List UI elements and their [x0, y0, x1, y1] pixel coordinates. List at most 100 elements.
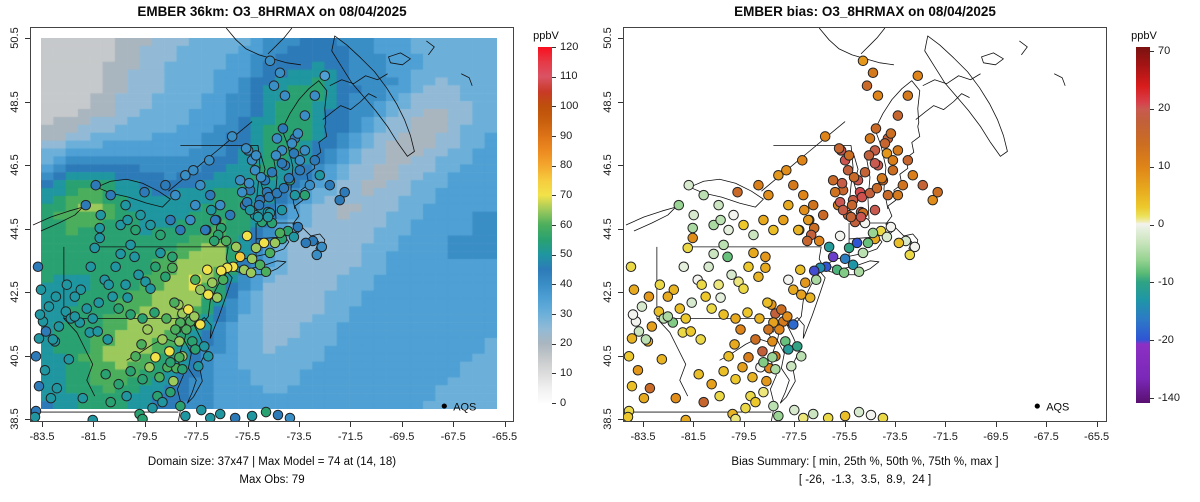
station-dot	[270, 150, 282, 161]
x-axis-tick	[1046, 422, 1048, 427]
station-dot	[205, 204, 217, 216]
station-dot	[165, 214, 176, 226]
station-dot	[87, 414, 99, 421]
station-dot	[47, 334, 59, 345]
station-dot	[904, 249, 916, 261]
y-axis-tick	[25, 355, 30, 357]
station-dot	[715, 292, 726, 303]
right-colorbar-tick	[1150, 282, 1154, 284]
y-axis-tick-label: 38.5	[9, 408, 21, 430]
station-dot	[199, 341, 210, 352]
station-dot	[145, 219, 156, 231]
x-axis-tick-label: -67.5	[440, 431, 466, 443]
station-dot	[262, 211, 274, 223]
station-dot	[732, 186, 743, 198]
y-axis-tick-label: 40.5	[602, 344, 614, 367]
station-dot	[760, 262, 771, 274]
station-dots	[31, 55, 350, 421]
x-axis-tick	[844, 422, 846, 427]
station-dot	[643, 291, 655, 302]
station-dot	[100, 368, 111, 380]
right-colorbar-tick-label: -10	[1158, 275, 1174, 288]
station-dot	[861, 80, 873, 91]
station-dot	[768, 224, 779, 236]
x-axis-tick-label: -71.5	[932, 431, 958, 443]
station-dot	[299, 110, 311, 121]
station-dot	[857, 247, 869, 259]
station-dot	[869, 204, 881, 216]
station-dot	[881, 148, 893, 159]
station-dot	[142, 324, 153, 335]
station-dot	[723, 351, 734, 362]
station-dot	[174, 352, 185, 363]
station-dot	[718, 365, 729, 377]
station-dot	[843, 150, 855, 161]
station-dot	[339, 186, 350, 198]
aqs-legend-dot	[1034, 403, 1040, 409]
station-dot	[838, 267, 850, 279]
station-dot	[144, 362, 155, 373]
station-dot	[129, 251, 140, 263]
station-dot	[43, 301, 55, 312]
station-dot	[324, 179, 336, 191]
station-dot	[90, 179, 102, 191]
station-dot	[796, 155, 808, 166]
station-dot	[167, 251, 178, 263]
station-dot	[867, 67, 879, 79]
left-colorbar-tick	[552, 254, 556, 256]
x-axis-tick	[945, 422, 947, 427]
station-dot	[698, 189, 709, 201]
station-dot	[33, 380, 45, 392]
station-dot	[190, 344, 201, 355]
station-dot	[795, 351, 807, 362]
left-colorbar-tick-label: 80	[560, 159, 573, 172]
left-colorbar-tick	[552, 343, 556, 345]
station-dot	[85, 261, 97, 273]
station-dot	[226, 131, 238, 142]
right-colorbar-tick-label: 20	[1158, 102, 1171, 115]
x-axis-tick-label: -83.5	[29, 431, 55, 443]
station-dot	[718, 309, 729, 320]
station-dot	[110, 261, 121, 273]
station-dot	[272, 409, 284, 421]
y-axis-tick-label: 50.5	[9, 27, 21, 49]
station-dot	[165, 386, 176, 398]
station-dot	[782, 311, 793, 322]
station-dot	[687, 232, 698, 244]
station-dot	[813, 235, 825, 247]
y-axis-tick	[25, 165, 30, 166]
station-dot	[822, 412, 834, 421]
station-dot	[155, 247, 166, 259]
station-dot	[180, 410, 191, 421]
station-dot	[279, 90, 291, 101]
station-dot	[145, 283, 156, 294]
station-dot	[196, 404, 207, 416]
x-axis-tick-label: -73.5	[286, 431, 312, 443]
station-dot	[804, 292, 816, 303]
left-colorbar-tick-label: 40	[560, 277, 573, 290]
station-dot	[136, 339, 147, 350]
station-dot	[246, 410, 258, 421]
station-dot	[714, 390, 725, 402]
station-dot	[801, 235, 813, 247]
station-dot	[234, 251, 246, 263]
x-axis-tick-label: -71.5	[337, 431, 363, 443]
right-colorbar-tick	[1150, 51, 1154, 52]
station-dot	[208, 235, 220, 247]
x-axis-tick	[401, 422, 403, 427]
station-dot	[794, 264, 806, 276]
station-dot	[202, 289, 214, 300]
station-dot	[713, 279, 724, 290]
station-dot	[682, 242, 694, 254]
left-colorbar-tick-label: 30	[560, 307, 573, 320]
station-dot	[274, 67, 286, 79]
station-dot	[204, 189, 216, 201]
x-axis-tick-label: -79.5	[731, 431, 757, 443]
station-dot	[753, 271, 764, 283]
station-dot	[789, 404, 800, 416]
station-dot	[271, 133, 283, 144]
station-dot	[662, 311, 674, 322]
station-dot	[846, 199, 858, 211]
station-dot	[750, 334, 761, 345]
